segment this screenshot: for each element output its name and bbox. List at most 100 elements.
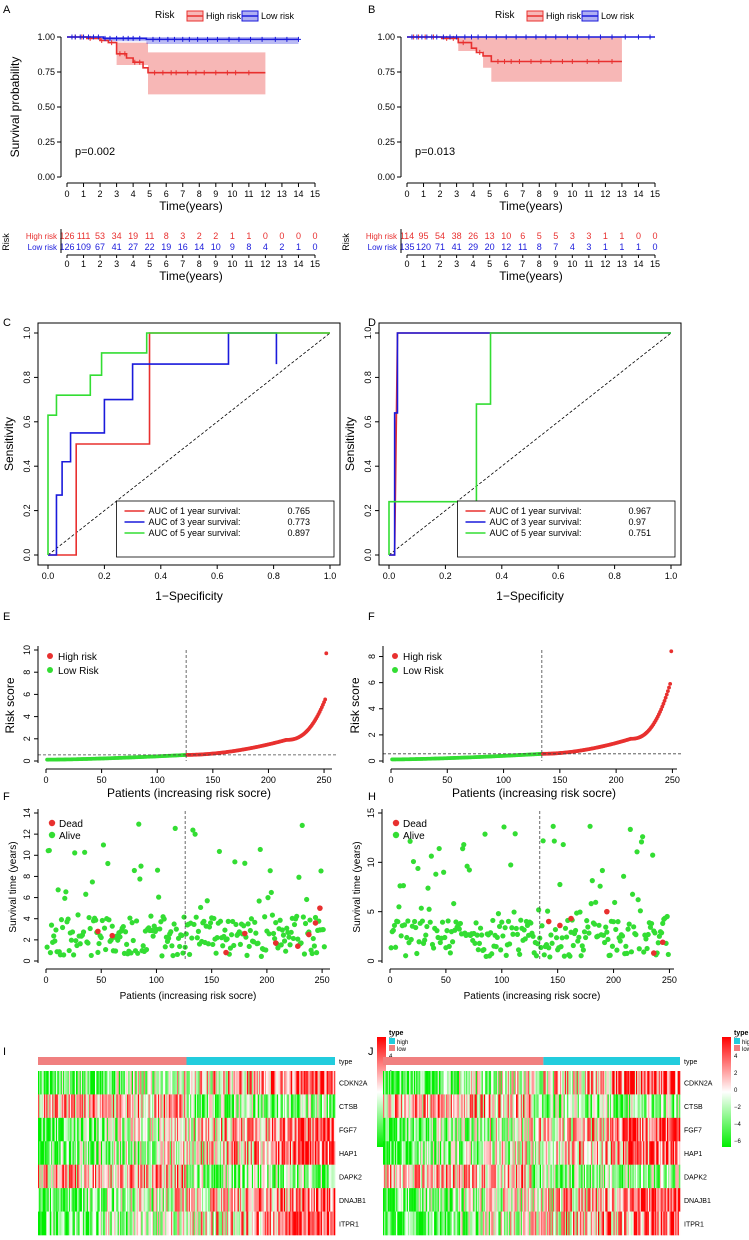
heatmap-cell [472,1188,474,1212]
heatmap-cell [403,1094,405,1119]
panel-label: B [368,4,375,16]
risk-count: 27 [128,242,138,252]
heatmap-cell [393,1188,396,1212]
heatmap-cell [538,1188,541,1212]
alive-point [615,919,621,925]
heatmap-cell [261,1164,263,1189]
heatmap-cell [514,1094,517,1119]
heatmap-cell [207,1188,210,1212]
heatmap-cell [216,1094,218,1119]
heatmap-cell [425,1164,428,1189]
heatmap-cell [618,1094,620,1119]
heatmap-cell [434,1117,436,1142]
alive-point [88,952,94,959]
heatmap-cell [106,1188,109,1212]
alive-point [665,951,671,958]
alive-point [62,895,68,901]
censor-mark [214,36,220,42]
heatmap-cell [412,1211,415,1236]
heatmap-cell [651,1117,653,1142]
heatmap-cell [99,1094,102,1119]
heatmap-cell [506,1071,509,1095]
heatmap-cell [325,1094,327,1119]
alive-point [75,912,81,918]
alive-point [626,921,632,927]
heatmap-cell [140,1071,142,1095]
legend-entry: Alive [59,831,81,842]
heatmap-cell [593,1117,595,1142]
heatmap-cell [462,1094,465,1119]
heatmap-cell [39,1094,41,1119]
heatmap-cell [176,1164,179,1189]
heatmap-cell [190,1188,192,1212]
heatmap-cell [238,1094,241,1119]
dead-point [317,905,323,911]
heatmap-cell [321,1211,324,1236]
heatmap-cell [634,1188,637,1212]
heatmap-cell [74,1094,77,1119]
heatmap-cell [79,1211,82,1236]
heatmap-cell [87,1164,90,1189]
heatmap-cell [614,1164,617,1189]
heatmap-cell [533,1117,536,1142]
heatmap-cell [228,1164,230,1189]
alive-point [169,943,175,949]
heatmap-cell [80,1188,83,1212]
heatmap-cell [49,1117,52,1142]
heatmap-cell [288,1117,291,1142]
heatmap-cell [48,1141,51,1166]
censor-mark [122,51,128,57]
alive-point [541,952,547,958]
heatmap-cell [432,1188,435,1212]
heatmap-cell [651,1164,653,1189]
alive-point [427,919,433,925]
heatmap-cell [435,1188,437,1212]
heatmap-cell [133,1141,135,1166]
heatmap-cell [398,1071,400,1095]
heatmap-cell [473,1141,475,1166]
heatmap-cell [546,1117,549,1142]
heatmap-cell [54,1071,57,1095]
heatmap-cell [293,1071,295,1095]
heatmap-cell [317,1141,319,1166]
heatmap-cell [423,1141,425,1166]
alive-point [396,904,402,910]
heatmap-cell [80,1141,83,1166]
heatmap-cell [532,1071,535,1095]
heatmap-cell [676,1141,678,1166]
heatmap-cell [229,1164,231,1189]
heatmap-cell [634,1164,637,1189]
heatmap-cell [330,1188,332,1212]
heatmap-cell [209,1141,211,1166]
heatmap-cell [641,1188,644,1212]
heatmap-cell [646,1188,649,1212]
heatmap-cell [669,1141,671,1166]
heatmap-cell [549,1094,551,1119]
heatmap-cell [243,1071,246,1095]
heatmap-cell [333,1211,336,1236]
heatmap-cell [46,1164,48,1189]
heatmap-cell [272,1188,274,1212]
heatmap-cell [565,1117,568,1142]
alive-point [162,944,168,950]
heatmap-cell [394,1071,397,1095]
alive-point [136,821,142,827]
heatmap-cell [264,1071,267,1095]
heatmap-cell [434,1141,436,1166]
dead-point [568,915,574,922]
heatmap-cell [640,1094,643,1119]
heatmap-cell [672,1071,675,1095]
heatmap-cell [277,1164,280,1189]
heatmap-cell [333,1094,336,1119]
heatmap-cell [513,1117,516,1142]
heatmap-cell [445,1141,448,1166]
heatmap-cell [223,1211,225,1236]
dead-point [306,931,312,938]
heatmap-cell [247,1094,249,1119]
heatmap-cell [306,1164,308,1189]
heatmap-cell [426,1117,429,1142]
heatmap-cell [402,1117,404,1142]
heatmap-cell [248,1141,250,1166]
heatmap-cell [508,1117,511,1142]
alive-point [299,822,305,829]
